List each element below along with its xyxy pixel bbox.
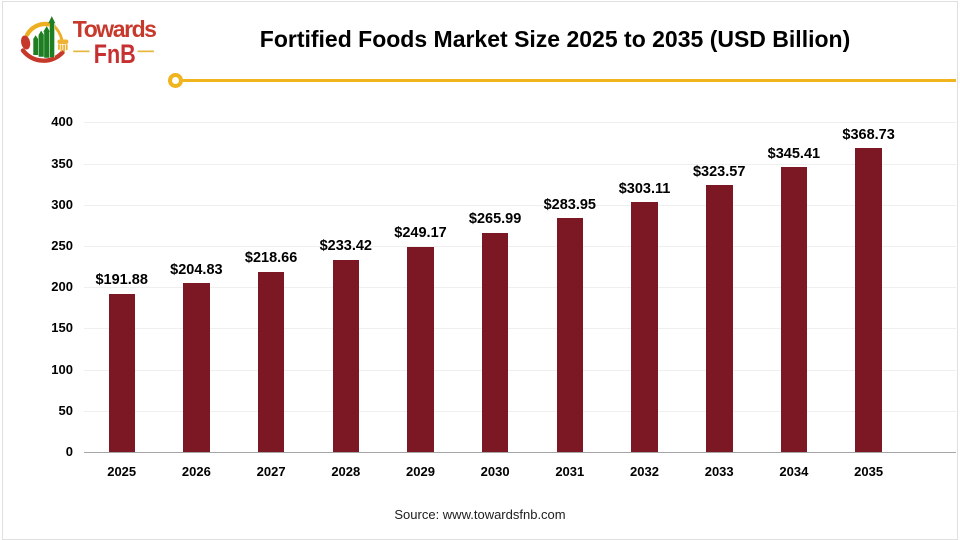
- svg-text:Towards: Towards: [73, 16, 156, 42]
- svg-text:FnB: FnB: [94, 40, 136, 70]
